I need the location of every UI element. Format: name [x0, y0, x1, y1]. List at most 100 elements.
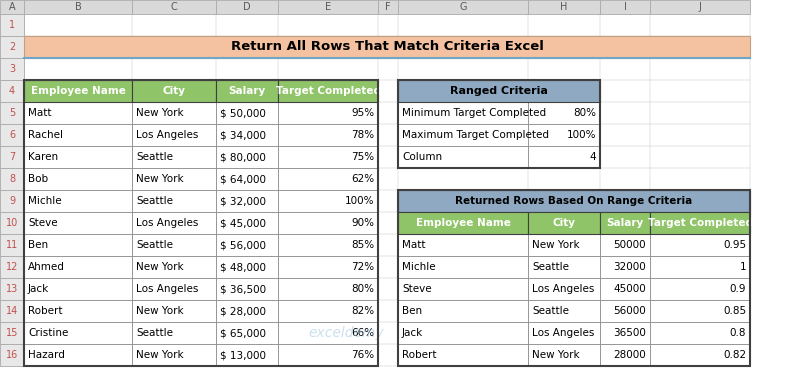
- Text: 7: 7: [9, 152, 15, 162]
- Text: $ 56,000: $ 56,000: [220, 240, 266, 250]
- Text: 4: 4: [9, 86, 15, 96]
- Text: B: B: [75, 2, 81, 12]
- Text: $ 36,500: $ 36,500: [220, 284, 266, 294]
- Bar: [132, 278, 216, 300]
- Text: 90%: 90%: [351, 218, 374, 228]
- Bar: [216, 278, 278, 300]
- Text: $ 80,000: $ 80,000: [220, 152, 266, 162]
- Bar: [0, 102, 24, 124]
- Bar: [216, 234, 278, 256]
- Text: 80%: 80%: [351, 284, 374, 294]
- Bar: [398, 256, 528, 278]
- Text: $ 32,000: $ 32,000: [220, 196, 266, 206]
- Text: Seattle: Seattle: [136, 196, 173, 206]
- Bar: [132, 234, 216, 256]
- Bar: [132, 80, 216, 102]
- Bar: [398, 190, 750, 366]
- Text: $ 34,000: $ 34,000: [220, 130, 266, 140]
- Text: Salary: Salary: [607, 218, 644, 228]
- Bar: [24, 80, 378, 366]
- Bar: [132, 256, 216, 278]
- Text: City: City: [162, 86, 186, 96]
- Text: Seattle: Seattle: [136, 328, 173, 338]
- Text: F: F: [385, 2, 391, 12]
- Bar: [278, 190, 378, 212]
- Text: 4: 4: [590, 152, 596, 162]
- Text: 72%: 72%: [351, 262, 374, 272]
- Text: 16: 16: [6, 350, 18, 360]
- Bar: [0, 300, 24, 322]
- Text: 78%: 78%: [351, 130, 374, 140]
- Text: Minimum Target Completed: Minimum Target Completed: [402, 108, 546, 118]
- Bar: [600, 278, 650, 300]
- Bar: [24, 0, 132, 14]
- Bar: [216, 124, 278, 146]
- Bar: [132, 300, 216, 322]
- Bar: [216, 102, 278, 124]
- Bar: [650, 234, 750, 256]
- Text: 66%: 66%: [351, 328, 374, 338]
- Text: Maximum Target Completed: Maximum Target Completed: [402, 130, 549, 140]
- Bar: [216, 190, 278, 212]
- Bar: [278, 322, 378, 344]
- Text: 9: 9: [9, 196, 15, 206]
- Text: Steve: Steve: [402, 284, 431, 294]
- Bar: [528, 256, 600, 278]
- Text: 8: 8: [9, 174, 15, 184]
- Text: Salary: Salary: [229, 86, 266, 96]
- Text: Rachel: Rachel: [28, 130, 63, 140]
- Bar: [398, 102, 528, 124]
- Text: Seattle: Seattle: [532, 306, 569, 316]
- Bar: [278, 168, 378, 190]
- Bar: [132, 212, 216, 234]
- Text: J: J: [698, 2, 702, 12]
- Bar: [650, 344, 750, 366]
- Bar: [398, 190, 750, 212]
- Bar: [132, 322, 216, 344]
- Text: 32000: 32000: [613, 262, 646, 272]
- Text: Column: Column: [402, 152, 442, 162]
- Bar: [24, 168, 132, 190]
- Bar: [132, 102, 216, 124]
- Text: Jack: Jack: [402, 328, 423, 338]
- Bar: [600, 234, 650, 256]
- Text: 11: 11: [6, 240, 18, 250]
- Text: Steve: Steve: [28, 218, 58, 228]
- Text: 75%: 75%: [351, 152, 374, 162]
- Text: Los Angeles: Los Angeles: [136, 284, 199, 294]
- Text: New York: New York: [136, 108, 183, 118]
- Text: New York: New York: [532, 350, 580, 360]
- Bar: [278, 300, 378, 322]
- Text: Return All Rows That Match Criteria Excel: Return All Rows That Match Criteria Exce…: [230, 41, 543, 53]
- Text: Los Angeles: Los Angeles: [136, 218, 199, 228]
- Text: H: H: [560, 2, 568, 12]
- Bar: [216, 322, 278, 344]
- Text: E: E: [325, 2, 331, 12]
- Text: 6: 6: [9, 130, 15, 140]
- Text: Matt: Matt: [402, 240, 426, 250]
- Bar: [600, 0, 650, 14]
- Text: 3: 3: [9, 64, 15, 74]
- Text: 56000: 56000: [613, 306, 646, 316]
- Bar: [0, 36, 24, 58]
- Text: 82%: 82%: [351, 306, 374, 316]
- Bar: [398, 124, 528, 146]
- Bar: [132, 0, 216, 14]
- Bar: [216, 212, 278, 234]
- Text: Robert: Robert: [28, 306, 62, 316]
- Text: Los Angeles: Los Angeles: [532, 284, 594, 294]
- Text: City: City: [552, 218, 576, 228]
- Bar: [528, 344, 600, 366]
- Bar: [0, 234, 24, 256]
- Bar: [278, 234, 378, 256]
- Text: Ben: Ben: [402, 306, 422, 316]
- Text: New York: New York: [532, 240, 580, 250]
- Text: Los Angeles: Los Angeles: [136, 130, 199, 140]
- Text: exceldemy: exceldemy: [308, 326, 384, 340]
- Bar: [378, 0, 398, 14]
- Bar: [0, 190, 24, 212]
- Bar: [528, 102, 600, 124]
- Bar: [24, 146, 132, 168]
- Bar: [398, 300, 528, 322]
- Bar: [278, 146, 378, 168]
